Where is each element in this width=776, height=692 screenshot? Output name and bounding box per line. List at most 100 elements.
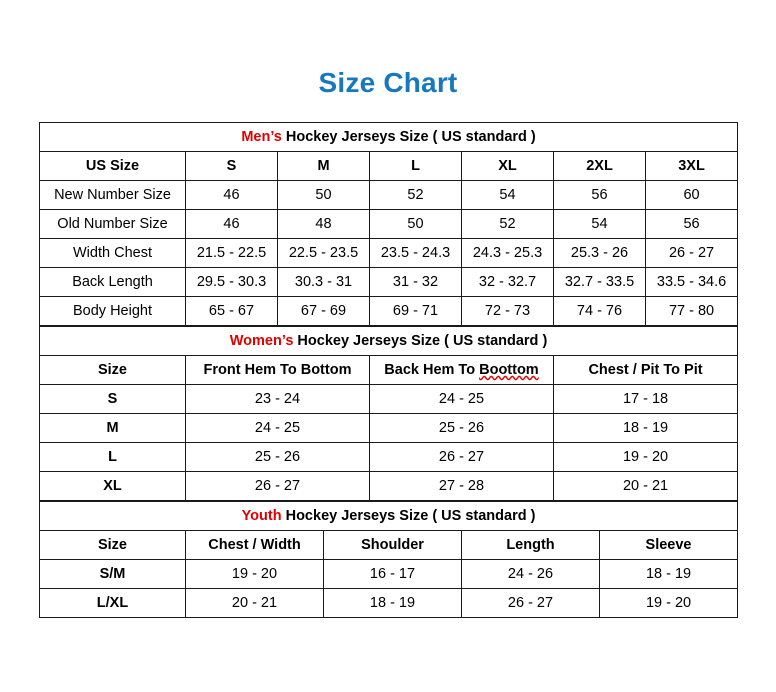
row-label: Body Height <box>39 296 186 326</box>
row-label: Old Number Size <box>39 209 186 239</box>
table-cell: 19 - 20 <box>552 442 739 472</box>
table-cell: 27 - 28 <box>369 471 554 501</box>
table-cell: 32.7 - 33.5 <box>553 267 646 297</box>
womens-section-heading: Women’s Hockey Jerseys Size ( US standar… <box>38 326 739 356</box>
youth-column-header: Shoulder <box>323 530 462 560</box>
column-header-prefix: Back Hem To <box>384 362 480 378</box>
table-cell: 24.3 - 25.3 <box>461 238 554 268</box>
table-cell: 25.3 - 26 <box>553 238 646 268</box>
size-chart-container: Men’s Hockey Jerseys Size ( US standard … <box>38 100 739 618</box>
mens-column-header: US Size <box>39 151 186 181</box>
womens-heading-accent: Women’s <box>229 333 294 349</box>
table-cell: 52 <box>461 209 554 239</box>
womens-column-header-row: Size Front Hem To Bottom Back Hem To Boo… <box>39 355 739 385</box>
table-cell: 22.5 - 23.5 <box>277 238 370 268</box>
table-cell: 25 - 26 <box>369 413 554 443</box>
mens-section-heading: Men’s Hockey Jerseys Size ( US standard … <box>38 122 739 152</box>
table-cell: 32 - 32.7 <box>461 267 554 297</box>
table-cell: 52 <box>369 180 462 210</box>
table-row: XL 26 - 27 27 - 28 20 - 21 <box>39 471 739 501</box>
table-cell: 65 - 67 <box>185 296 278 326</box>
table-cell: 29.5 - 30.3 <box>185 267 278 297</box>
row-label: New Number Size <box>39 180 186 210</box>
table-cell: 26 - 27 <box>369 442 554 472</box>
table-cell: 33.5 - 34.6 <box>644 267 739 297</box>
mens-size-table: Men’s Hockey Jerseys Size ( US standard … <box>38 122 739 326</box>
table-cell: 21.5 - 22.5 <box>185 238 278 268</box>
mens-column-header: S <box>185 151 278 181</box>
mens-column-header: 2XL <box>553 151 646 181</box>
mens-column-header: XL <box>461 151 554 181</box>
table-cell: 26 - 27 <box>644 238 739 268</box>
table-row: Old Number Size 46 48 50 52 54 56 <box>39 209 739 239</box>
row-label: Back Length <box>39 267 186 297</box>
table-cell: 25 - 26 <box>185 442 370 472</box>
table-cell: 16 - 17 <box>323 559 462 589</box>
mens-section-heading-row: Men’s Hockey Jerseys Size ( US standard … <box>38 122 739 152</box>
table-row: S/M 19 - 20 16 - 17 24 - 26 18 - 19 <box>39 559 739 589</box>
row-label: L <box>39 442 186 472</box>
row-label: L/XL <box>39 588 186 618</box>
table-cell: 24 - 26 <box>461 559 600 589</box>
table-cell: 24 - 25 <box>185 413 370 443</box>
table-row: S 23 - 24 24 - 25 17 - 18 <box>39 384 739 414</box>
table-cell: 18 - 19 <box>323 588 462 618</box>
table-cell: 18 - 19 <box>552 413 739 443</box>
table-cell: 56 <box>553 180 646 210</box>
mens-column-header: 3XL <box>644 151 739 181</box>
table-cell: 54 <box>461 180 554 210</box>
table-cell: 23.5 - 24.3 <box>369 238 462 268</box>
youth-size-table: Youth Hockey Jerseys Size ( US standard … <box>38 501 739 618</box>
youth-section-heading: Youth Hockey Jerseys Size ( US standard … <box>38 501 739 531</box>
mens-heading-accent: Men’s <box>241 129 282 145</box>
mens-column-header: M <box>277 151 370 181</box>
table-cell: 77 - 80 <box>644 296 739 326</box>
womens-column-header: Chest / Pit To Pit <box>552 355 739 385</box>
table-cell: 19 - 20 <box>598 588 739 618</box>
table-cell: 24 - 25 <box>369 384 554 414</box>
misspelled-word: Boottom <box>479 362 539 378</box>
table-row: Body Height 65 - 67 67 - 69 69 - 71 72 -… <box>39 296 739 326</box>
table-row: L 25 - 26 26 - 27 19 - 20 <box>39 442 739 472</box>
row-label: XL <box>39 471 186 501</box>
womens-column-header: Size <box>39 355 186 385</box>
table-cell: 48 <box>277 209 370 239</box>
youth-column-header: Chest / Width <box>185 530 324 560</box>
row-label: S <box>39 384 186 414</box>
table-cell: 17 - 18 <box>552 384 739 414</box>
table-cell: 23 - 24 <box>185 384 370 414</box>
womens-column-header: Back Hem To Boottom <box>369 355 554 385</box>
table-cell: 19 - 20 <box>185 559 324 589</box>
table-cell: 69 - 71 <box>369 296 462 326</box>
table-cell: 72 - 73 <box>461 296 554 326</box>
table-cell: 18 - 19 <box>598 559 739 589</box>
table-cell: 67 - 69 <box>277 296 370 326</box>
youth-column-header: Length <box>461 530 600 560</box>
youth-column-header: Sleeve <box>598 530 739 560</box>
table-cell: 26 - 27 <box>461 588 600 618</box>
youth-heading-rest: Hockey Jerseys Size ( US standard ) <box>281 508 536 524</box>
table-cell: 50 <box>277 180 370 210</box>
table-cell: 26 - 27 <box>185 471 370 501</box>
table-row: New Number Size 46 50 52 54 56 60 <box>39 180 739 210</box>
table-cell: 56 <box>644 209 739 239</box>
youth-column-header: Size <box>39 530 186 560</box>
table-cell: 20 - 21 <box>552 471 739 501</box>
table-row: M 24 - 25 25 - 26 18 - 19 <box>39 413 739 443</box>
youth-section-heading-row: Youth Hockey Jerseys Size ( US standard … <box>38 501 739 531</box>
womens-size-table: Women’s Hockey Jerseys Size ( US standar… <box>38 326 739 501</box>
table-cell: 54 <box>553 209 646 239</box>
table-row: L/XL 20 - 21 18 - 19 26 - 27 19 - 20 <box>39 588 739 618</box>
row-label: S/M <box>39 559 186 589</box>
page-title: Size Chart <box>318 67 458 98</box>
mens-column-header-row: US Size S M L XL 2XL 3XL <box>39 151 739 181</box>
womens-column-header: Front Hem To Bottom <box>185 355 370 385</box>
youth-heading-accent: Youth <box>241 508 282 524</box>
table-cell: 50 <box>369 209 462 239</box>
table-row: Back Length 29.5 - 30.3 30.3 - 31 31 - 3… <box>39 267 739 297</box>
womens-section-heading-row: Women’s Hockey Jerseys Size ( US standar… <box>38 326 739 356</box>
table-cell: 31 - 32 <box>369 267 462 297</box>
table-cell: 46 <box>185 209 278 239</box>
table-cell: 30.3 - 31 <box>277 267 370 297</box>
youth-column-header-row: Size Chest / Width Shoulder Length Sleev… <box>39 530 739 560</box>
